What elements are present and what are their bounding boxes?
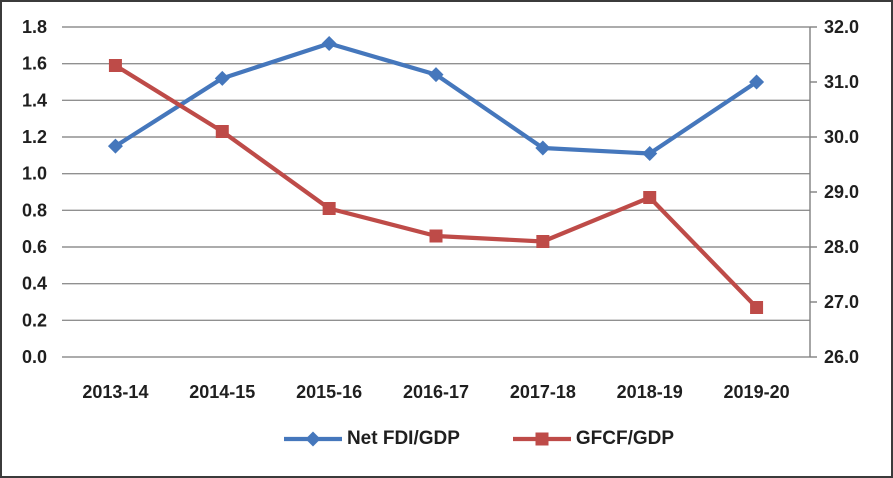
square-marker: [108, 59, 122, 72]
left-axis-tick-label: 0.6: [22, 237, 47, 257]
left-axis-tick-label: 0.4: [22, 274, 47, 294]
square-marker: [536, 235, 550, 248]
left-axis-tick-label: 1.4: [22, 90, 47, 110]
series-line-gfcf-gdp: [113, 63, 759, 310]
right-axis-tick-label: 32.0: [824, 17, 859, 37]
square-marker: [215, 125, 229, 138]
left-axis-tick-label: 1.6: [22, 54, 47, 74]
square-marker: [535, 432, 549, 446]
diamond-marker: [321, 36, 337, 51]
square-marker: [750, 301, 764, 314]
x-axis-category-label: 2019-20: [724, 382, 790, 402]
diamond-marker: [305, 431, 321, 447]
legend-item-net-fdi-gdp: Net FDI/GDP: [283, 428, 460, 450]
right-axis-tick-label: 28.0: [824, 237, 859, 257]
left-axis-tick-label: 1.8: [22, 17, 47, 37]
left-axis-tick-label: 0.2: [22, 310, 47, 330]
diamond-marker: [749, 74, 765, 90]
square-marker: [322, 202, 336, 215]
diamond-marker: [535, 140, 551, 156]
diamond-marker: [107, 138, 123, 154]
x-axis-category-label: 2016-17: [403, 382, 469, 402]
legend-label: Net FDI/GDP: [346, 428, 460, 449]
x-axis-category-label: 2013-14: [82, 382, 148, 402]
left-axis-tick-label: 0.8: [22, 200, 47, 220]
right-axis-tick-label: 29.0: [824, 182, 859, 202]
legend-swatch: [512, 432, 571, 446]
legend-swatch: [283, 431, 342, 447]
x-axis-category-label: 2017-18: [510, 382, 576, 402]
right-axis-tick-label: 30.0: [824, 127, 859, 147]
left-axis-tick-label: 0.0: [22, 347, 47, 367]
x-axis-category-label: 2018-19: [617, 382, 683, 402]
square-marker: [429, 229, 443, 243]
diamond-marker: [428, 67, 444, 83]
legend: Net FDI/GDP GFCF/GDP: [34, 428, 891, 450]
right-axis-tick-label: 31.0: [824, 72, 859, 92]
diamond-marker: [642, 146, 658, 161]
legend-label: GFCF/GDP: [575, 428, 675, 449]
x-axis-category-label: 2014-15: [189, 382, 255, 402]
legend-item-gfcf-gdp: GFCF/GDP: [512, 428, 674, 450]
diamond-marker: [214, 70, 230, 86]
right-axis-tick-label: 26.0: [824, 347, 859, 367]
right-axis-tick-label: 27.0: [824, 292, 859, 312]
left-axis-tick-label: 1.2: [22, 127, 47, 147]
square-marker: [643, 191, 657, 204]
left-axis-tick-label: 1.0: [22, 164, 47, 184]
x-axis-category-label: 2015-16: [296, 382, 362, 402]
